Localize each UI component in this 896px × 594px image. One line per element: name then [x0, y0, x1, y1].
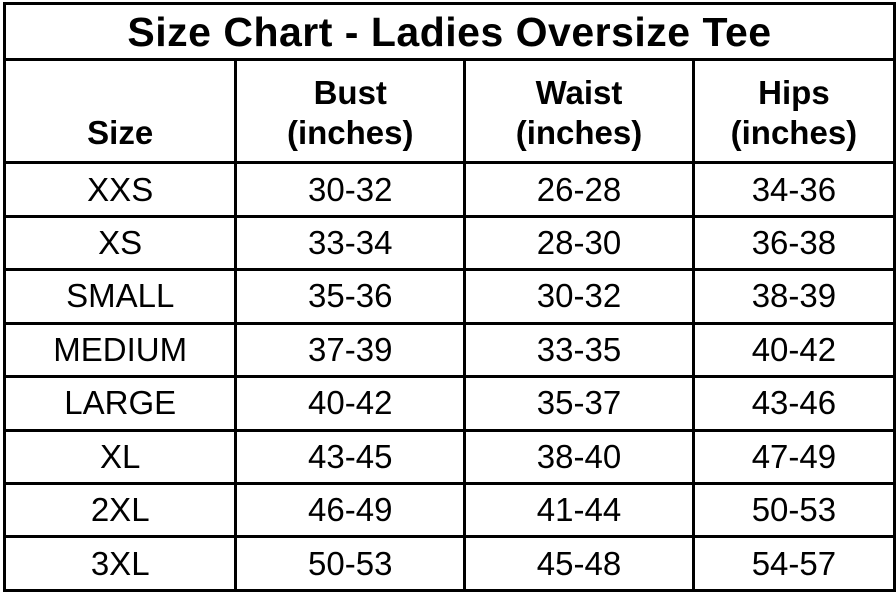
size-cell: SMALL [2, 268, 238, 325]
size-cell: XXS [2, 161, 238, 218]
header-label: Bust [313, 73, 387, 111]
column-header-size: Size [2, 57, 238, 165]
bust-cell: 30-32 [234, 161, 467, 218]
hips-cell: 34-36 [691, 161, 896, 218]
hips-cell: 50-53 [691, 482, 896, 539]
hips-cell: 54-57 [691, 535, 896, 592]
size-cell: MEDIUM [2, 321, 238, 379]
waist-cell: 38-40 [463, 428, 695, 486]
column-header-bust: Bust (inches) [234, 57, 467, 165]
waist-cell: 33-35 [463, 321, 695, 379]
bust-cell: 43-45 [234, 428, 467, 486]
bust-cell: 50-53 [234, 535, 467, 592]
waist-cell: 41-44 [463, 482, 695, 539]
waist-cell: 35-37 [463, 375, 695, 432]
hips-cell: 38-39 [691, 268, 896, 325]
table-row-xs: XS 33-34 28-30 36-38 [2, 214, 896, 272]
header-label: Hips [758, 73, 830, 111]
header-unit: (inches) [515, 114, 643, 152]
table-row-large: LARGE 40-42 35-37 43-46 [2, 375, 896, 432]
column-header-waist: Waist (inches) [463, 57, 695, 165]
table-title: Size Chart - Ladies Oversize Tee [3, 2, 896, 61]
bust-cell: 35-36 [234, 268, 467, 325]
size-cell: XS [2, 214, 238, 272]
waist-cell: 28-30 [463, 214, 695, 272]
header-unit: (inches) [286, 114, 414, 152]
bust-cell: 37-39 [234, 321, 467, 379]
bust-cell: 46-49 [234, 482, 467, 539]
table-row-small: SMALL 35-36 30-32 38-39 [2, 268, 896, 325]
waist-cell: 30-32 [463, 268, 695, 325]
table-row-2xl: 2XL 46-49 41-44 50-53 [2, 482, 896, 539]
hips-cell: 47-49 [691, 428, 896, 486]
bust-cell: 33-34 [234, 214, 467, 272]
waist-cell: 45-48 [463, 535, 695, 592]
bust-cell: 40-42 [234, 375, 467, 432]
size-cell: LARGE [2, 375, 238, 432]
table-row-medium: MEDIUM 37-39 33-35 40-42 [2, 321, 896, 379]
table-row-xxs: XXS 30-32 26-28 34-36 [2, 161, 896, 218]
size-cell: 3XL [2, 535, 238, 592]
table-row-3xl: 3XL 50-53 45-48 54-57 [2, 535, 896, 592]
table-row-xl: XL 43-45 38-40 47-49 [2, 428, 896, 486]
header-row: Size Bust (inches) Waist (inches) Hips (… [2, 57, 896, 165]
hips-cell: 40-42 [691, 321, 896, 379]
hips-cell: 36-38 [691, 214, 896, 272]
size-cell: 2XL [2, 482, 238, 539]
size-cell: XL [2, 428, 238, 486]
hips-cell: 43-46 [691, 375, 896, 432]
header-unit: (inches) [730, 114, 858, 152]
header-label: Waist [535, 73, 623, 111]
header-label: Size [87, 114, 154, 152]
column-header-hips: Hips (inches) [691, 57, 896, 165]
title-row: Size Chart - Ladies Oversize Tee [3, 2, 896, 61]
waist-cell: 26-28 [463, 161, 695, 218]
